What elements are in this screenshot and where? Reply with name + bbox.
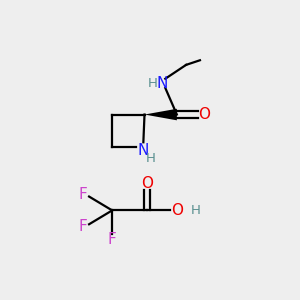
Text: O: O <box>141 176 153 191</box>
Text: N: N <box>138 143 149 158</box>
Text: H: H <box>190 204 200 217</box>
Text: F: F <box>79 219 88 234</box>
Text: H: H <box>147 77 157 90</box>
Text: F: F <box>79 187 88 202</box>
Text: F: F <box>108 232 116 247</box>
Text: N: N <box>156 76 167 91</box>
Text: O: O <box>199 107 211 122</box>
Text: H: H <box>146 152 156 165</box>
Text: O: O <box>171 203 183 218</box>
Polygon shape <box>145 109 177 120</box>
